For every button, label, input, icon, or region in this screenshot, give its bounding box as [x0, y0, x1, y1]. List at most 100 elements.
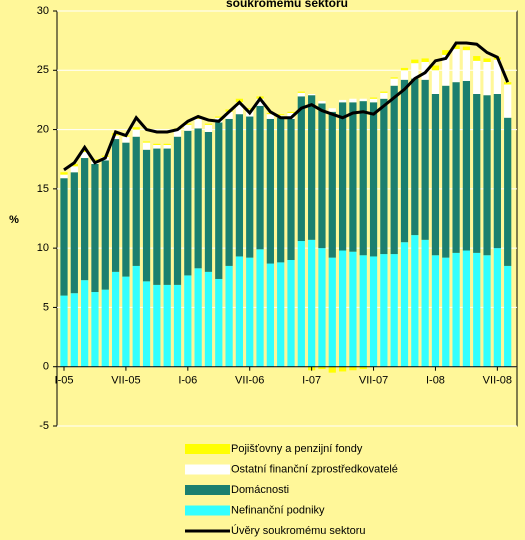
bar-segment: [70, 166, 78, 173]
bar-segment: [266, 118, 274, 264]
line: [63, 41, 510, 172]
y-tick-label: 20: [37, 123, 49, 135]
bar-segment: [122, 142, 130, 277]
bar-segment: [462, 80, 471, 251]
bar-segment: [297, 92, 305, 97]
bar-segment: [473, 56, 481, 61]
bar-segment: [132, 129, 140, 137]
bar-segment: [215, 278, 223, 367]
legend-label: Nefinanční podniky: [231, 504, 325, 516]
bar-segment: [153, 143, 161, 145]
bar-segment: [493, 248, 501, 367]
bar-segment: [101, 289, 109, 367]
bar-segment: [349, 98, 357, 103]
bar-segment: [235, 102, 244, 115]
bar-segment: [369, 256, 378, 367]
bar-segment: [421, 79, 429, 240]
bar-segment: [442, 50, 450, 55]
legend-label: Domácnosti: [231, 484, 289, 496]
bar-segment: [204, 123, 213, 125]
bar-segment: [504, 265, 512, 367]
bar-segment: [60, 174, 68, 179]
bar-segment: [132, 265, 140, 367]
y-tick-label: 15: [37, 183, 49, 195]
bar-segment: [349, 366, 357, 371]
bar-segment: [81, 149, 89, 153]
bar-segment: [318, 366, 326, 370]
y-axis-label: %: [9, 214, 19, 226]
bar-segment: [194, 268, 202, 367]
bar-segment: [338, 102, 347, 251]
legend-swatch: [185, 485, 230, 495]
bar-segment: [142, 142, 151, 150]
bar-segment: [60, 295, 68, 367]
bar-segment: [246, 116, 254, 258]
bar-segment: [256, 98, 264, 106]
bar-segment: [173, 136, 182, 285]
x-tick-label: I-06: [178, 375, 197, 387]
bar-segment: [452, 45, 460, 49]
bar-segment: [184, 124, 192, 131]
bar-segment: [411, 59, 419, 64]
bar-segment: [194, 128, 202, 269]
chart-title: soukromému sektoru: [226, 0, 348, 10]
bar-segment: [452, 82, 460, 253]
bar-segment: [142, 149, 151, 282]
bar-segment: [225, 265, 233, 367]
bar-segment: [122, 136, 130, 143]
bar-segment: [173, 129, 182, 137]
bar-segment: [204, 124, 213, 132]
bar-segment: [431, 65, 440, 71]
bar-segment: [328, 366, 336, 373]
bar-segment: [111, 139, 120, 272]
bar-segment: [308, 95, 316, 240]
bar-segment: [173, 284, 182, 367]
bar-segment: [442, 54, 450, 86]
bar-segment: [184, 275, 192, 367]
bar-segment: [81, 152, 89, 159]
bar-segment: [431, 94, 440, 256]
legend-label: Pojišťovny a penzijní fondy: [231, 443, 363, 455]
bar-segment: [483, 58, 491, 62]
bar-segment: [70, 293, 78, 367]
bar-segment: [153, 144, 161, 149]
bar-segment: [101, 160, 109, 290]
bar-segment: [266, 112, 274, 115]
bar-segment: [194, 118, 202, 129]
bar-segment: [246, 257, 254, 367]
y-tick-label: 10: [37, 242, 49, 254]
bar-segment: [442, 85, 450, 258]
bar-segment: [328, 108, 336, 112]
bar-segment: [256, 249, 264, 367]
bar-segment: [473, 60, 481, 94]
bar-segment: [235, 114, 244, 257]
bar-segment: [349, 251, 357, 367]
bar-segment: [308, 94, 316, 96]
bar-segment: [215, 116, 223, 118]
x-tick-label: VII-06: [235, 375, 264, 387]
bar-segment: [411, 63, 419, 79]
bar-segment: [91, 163, 99, 293]
bar-segment: [111, 135, 120, 140]
bar-segment: [132, 127, 140, 130]
bar-segment: [163, 143, 171, 145]
bar-segment: [328, 111, 336, 258]
bar-segment: [60, 178, 68, 296]
bar-segment: [400, 79, 409, 243]
bar-segment: [215, 122, 223, 279]
bar-segment: [184, 130, 192, 276]
bar-segment: [142, 281, 151, 367]
bar-segment: [204, 271, 213, 367]
bar-segment: [338, 250, 347, 367]
bar-segment: [390, 254, 398, 367]
x-tick-label: I-07: [302, 375, 321, 387]
x-tick-label: VII-05: [111, 375, 140, 387]
bar-segment: [246, 108, 254, 110]
y-tick-label: 30: [37, 5, 49, 17]
bar-segment: [338, 99, 347, 103]
bar-segment: [483, 95, 491, 256]
bar-segment: [390, 85, 398, 255]
x-tick-label: VII-08: [483, 375, 512, 387]
bar-segment: [390, 78, 398, 86]
bar-segment: [369, 97, 378, 99]
